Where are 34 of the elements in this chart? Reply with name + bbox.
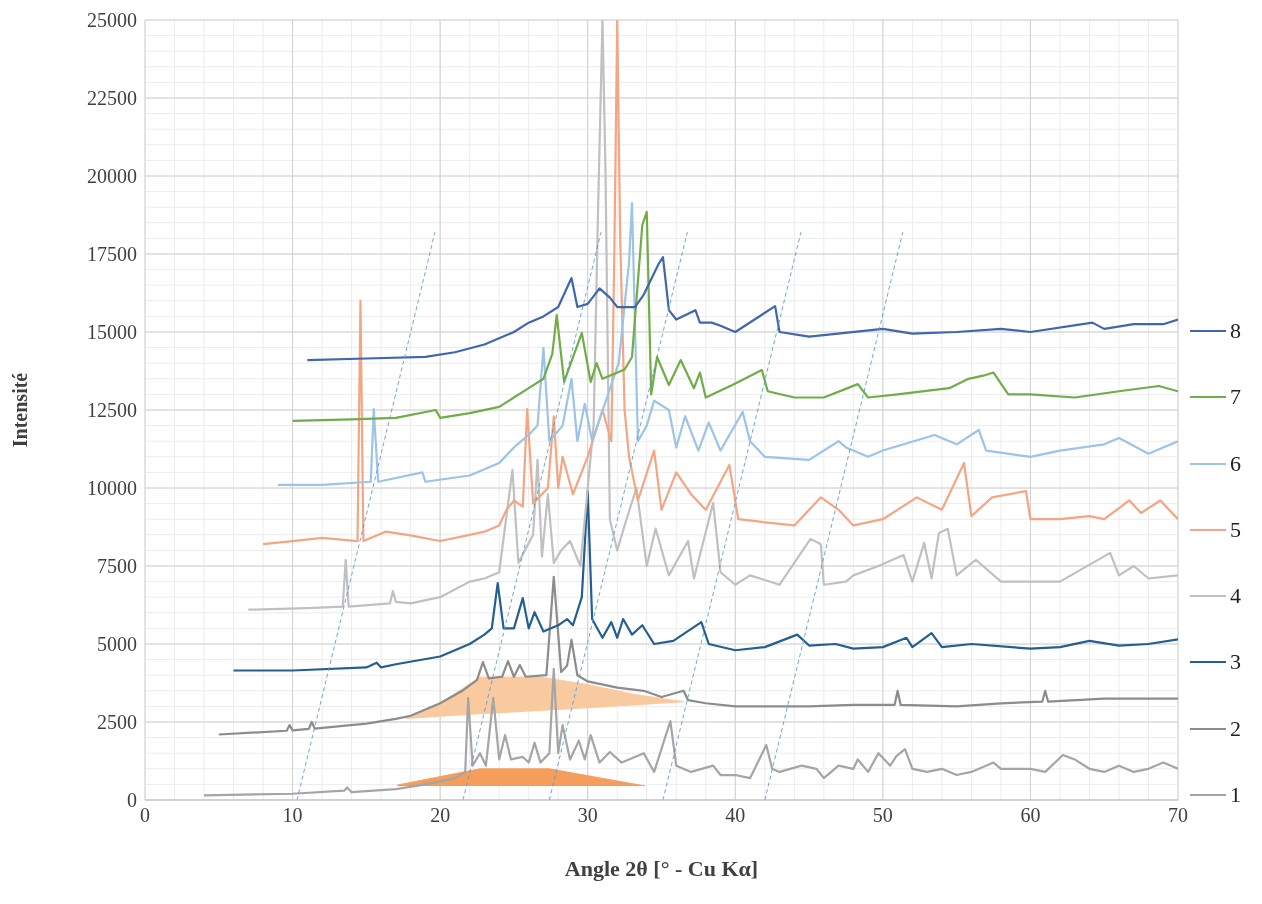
legend-label: 7 [1230, 384, 1241, 411]
y-tick-label: 15000 [87, 321, 137, 344]
x-tick-label: 50 [872, 804, 893, 827]
x-tick-label: 10 [282, 804, 303, 827]
x-tick-label: 20 [430, 804, 451, 827]
legend-label: 5 [1230, 516, 1241, 543]
y-tick-label: 25000 [87, 9, 137, 32]
legend-label: 1 [1230, 781, 1241, 808]
x-tick-label: 40 [725, 804, 746, 827]
legend-label: 6 [1230, 450, 1241, 477]
legend-label: 3 [1230, 649, 1241, 676]
legend-label: 2 [1230, 715, 1241, 742]
line-series [217, 575, 1178, 736]
x-tick-label: 60 [1020, 804, 1041, 827]
y-axis-title: Intensité [9, 372, 32, 448]
legend-label: 8 [1230, 318, 1241, 344]
x-tick-label: 30 [577, 804, 598, 827]
y-tick-label: 17500 [87, 243, 137, 266]
line-series [291, 210, 1178, 423]
legend-label: 4 [1230, 583, 1241, 610]
y-tick-label: 22500 [87, 87, 137, 110]
y-tick-label: 0 [127, 789, 137, 812]
y-tick-label: 7500 [97, 555, 137, 578]
y-tick-label: 2500 [97, 711, 137, 734]
line-series [306, 256, 1178, 362]
line-series [276, 202, 1178, 486]
y-tick-label: 20000 [87, 165, 137, 188]
x-axis-title: Angle 2θ [° - Cu Kα] [564, 856, 759, 881]
y-tick-label: 12500 [87, 399, 137, 422]
line-series [232, 490, 1178, 672]
y-tick-label: 10000 [87, 477, 137, 500]
line-series [202, 667, 1178, 797]
y-tick-label: 5000 [97, 633, 137, 656]
x-tick-label: 70 [1168, 804, 1188, 827]
